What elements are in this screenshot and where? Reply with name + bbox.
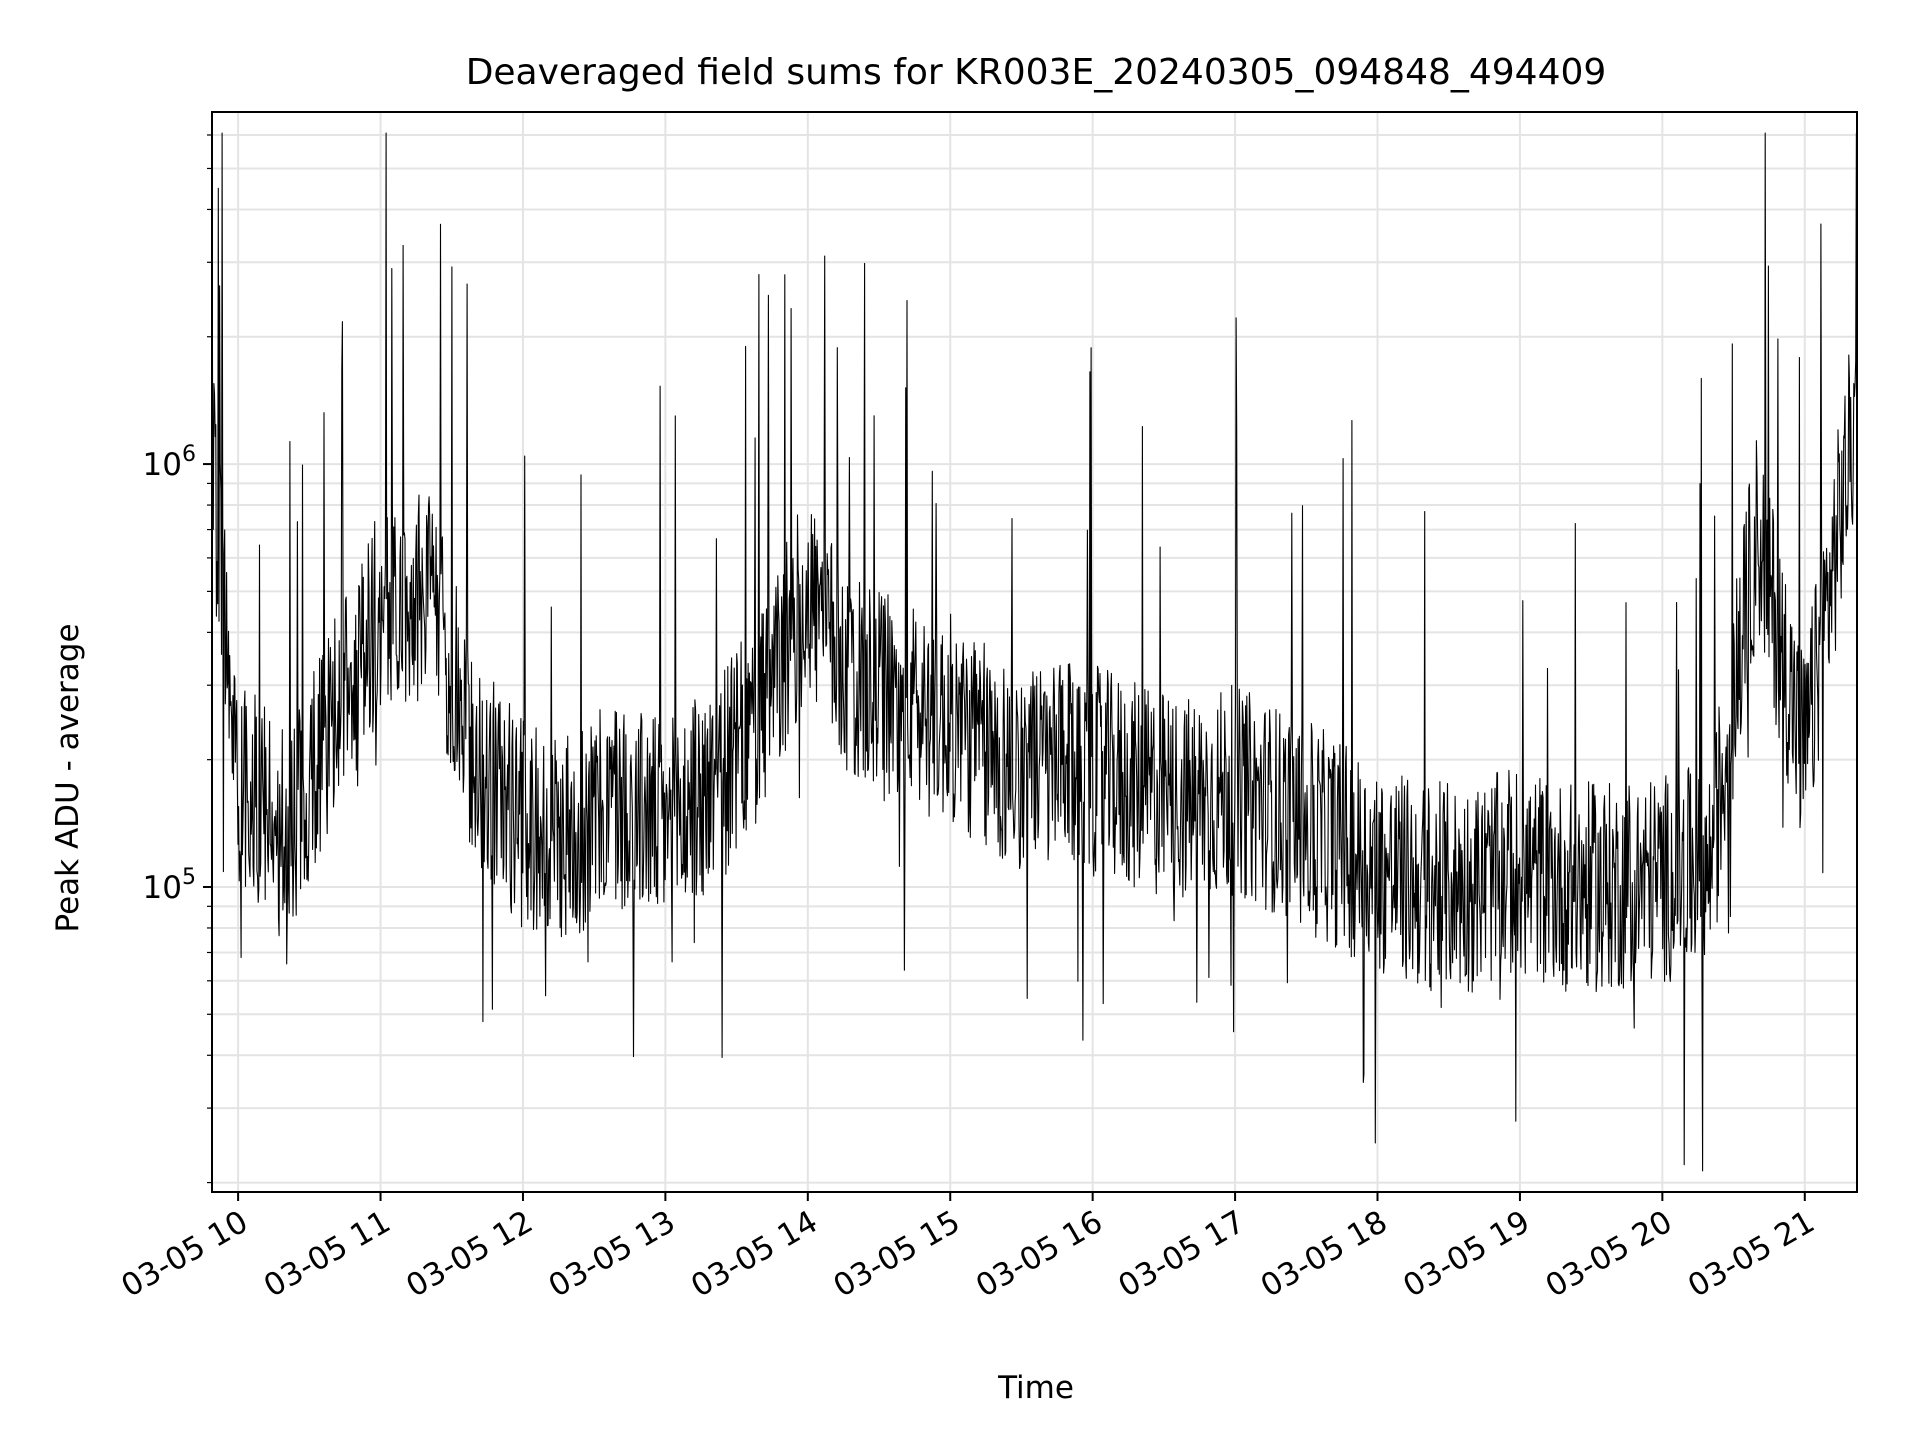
y-tick-label: 105	[143, 865, 196, 906]
x-axis-label: Time	[997, 1370, 1074, 1406]
y-axis-label: Peak ADU - average	[50, 623, 86, 932]
plot-frame	[211, 111, 1858, 1193]
chart-title: Deaveraged field sums for KR003E_2024030…	[466, 52, 1607, 93]
series-line	[211, 132, 1858, 1172]
series-line-group	[211, 132, 1858, 1172]
